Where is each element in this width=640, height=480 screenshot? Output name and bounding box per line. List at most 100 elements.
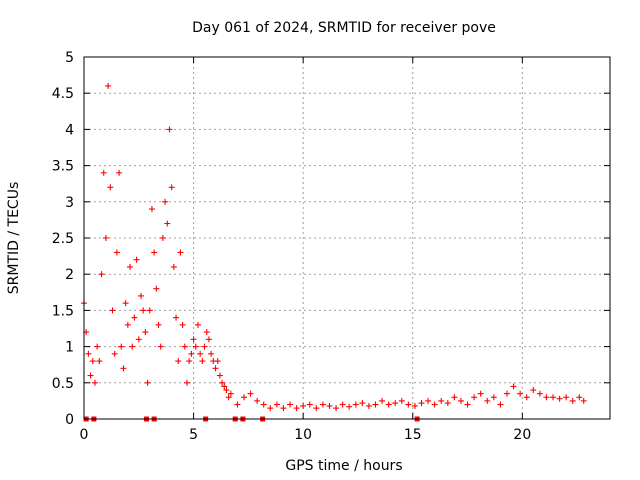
data-point [576, 394, 583, 401]
y-tick-label: 4 [65, 122, 74, 138]
data-point [260, 401, 267, 408]
data-point [168, 184, 175, 191]
data-point [569, 397, 576, 404]
data-point [273, 401, 280, 408]
data-point [109, 307, 116, 314]
data-point [477, 390, 484, 397]
x-tick-label: 15 [404, 427, 422, 443]
data-point [517, 390, 524, 397]
y-tick-label: 1.5 [52, 303, 74, 319]
data-point [385, 401, 392, 408]
data-point [319, 401, 326, 408]
data-point [212, 365, 219, 372]
data-point [411, 402, 418, 409]
data-point [164, 220, 171, 227]
data-point [550, 394, 557, 401]
data-point [216, 372, 223, 379]
y-tick-label: 5 [65, 50, 74, 66]
data-point [170, 263, 177, 270]
plot-frame [83, 56, 611, 420]
data-point [127, 263, 134, 270]
data-point [306, 401, 313, 408]
data-point [116, 169, 123, 176]
data-point [247, 390, 254, 397]
data-point [219, 379, 226, 386]
data-point [201, 343, 208, 350]
data-point [267, 405, 274, 412]
data-point [146, 307, 153, 314]
data-point [240, 394, 247, 401]
x-tick-label: 10 [294, 427, 312, 443]
y-axis-label: SRMTID / TECUs [6, 182, 22, 295]
data-point [359, 400, 366, 407]
y-tick-label: 1 [65, 340, 74, 356]
data-point [225, 394, 232, 401]
data-point [188, 350, 195, 357]
data-point [133, 256, 140, 263]
data-point [438, 397, 445, 404]
data-point [536, 390, 543, 397]
data-point [85, 350, 92, 357]
y-tick-label: 0.5 [52, 376, 74, 392]
y-tick-label: 0 [65, 412, 74, 428]
data-point [490, 394, 497, 401]
x-tick-label: 5 [189, 427, 198, 443]
data-point [129, 343, 136, 350]
data-point [137, 292, 144, 299]
data-point [159, 235, 166, 241]
data-point [131, 314, 138, 321]
data-point [199, 358, 206, 365]
data-point [510, 383, 517, 390]
data-point [352, 401, 359, 408]
data-point [155, 321, 162, 328]
data-point [98, 271, 105, 278]
data-point [346, 403, 353, 410]
data-point [87, 372, 94, 379]
data-point [300, 402, 307, 409]
data-point [280, 405, 287, 412]
data-point [135, 336, 142, 343]
y-tick-label: 4.5 [52, 86, 74, 102]
data-point [157, 343, 164, 350]
data-point [208, 350, 215, 357]
data-point [173, 314, 180, 321]
data-point [124, 321, 131, 328]
data-point [563, 394, 570, 401]
data-point [144, 379, 151, 386]
data-point [556, 395, 563, 402]
data-point [214, 358, 221, 365]
data-point [192, 343, 199, 350]
data-point [398, 397, 405, 404]
data-point [118, 343, 125, 350]
data-point [100, 169, 107, 176]
data-point [425, 397, 432, 404]
data-point [181, 343, 188, 350]
data-point [392, 400, 399, 407]
data-point [223, 387, 230, 394]
data-point [543, 394, 550, 401]
data-point [122, 300, 129, 307]
data-point [205, 336, 212, 343]
data-point [444, 400, 451, 407]
data-point [184, 379, 191, 386]
x-tick-label: 20 [513, 427, 531, 443]
data-point [190, 336, 197, 343]
data-point [326, 402, 333, 409]
data-point [293, 405, 300, 412]
chart-title: Day 061 of 2024, SRMTID for receiver pov… [192, 20, 496, 36]
data-point [120, 365, 127, 372]
data-point [405, 401, 412, 408]
data-point [89, 358, 96, 365]
data-point [471, 394, 478, 401]
data-point [197, 350, 204, 357]
data-point [379, 397, 386, 404]
data-point [431, 401, 438, 408]
data-point [503, 390, 510, 397]
data-point [166, 126, 173, 133]
data-point [580, 397, 587, 404]
data-point [497, 401, 504, 408]
data-point [153, 285, 160, 292]
data-point [530, 387, 537, 394]
data-point [457, 397, 464, 404]
data-point [102, 235, 109, 241]
